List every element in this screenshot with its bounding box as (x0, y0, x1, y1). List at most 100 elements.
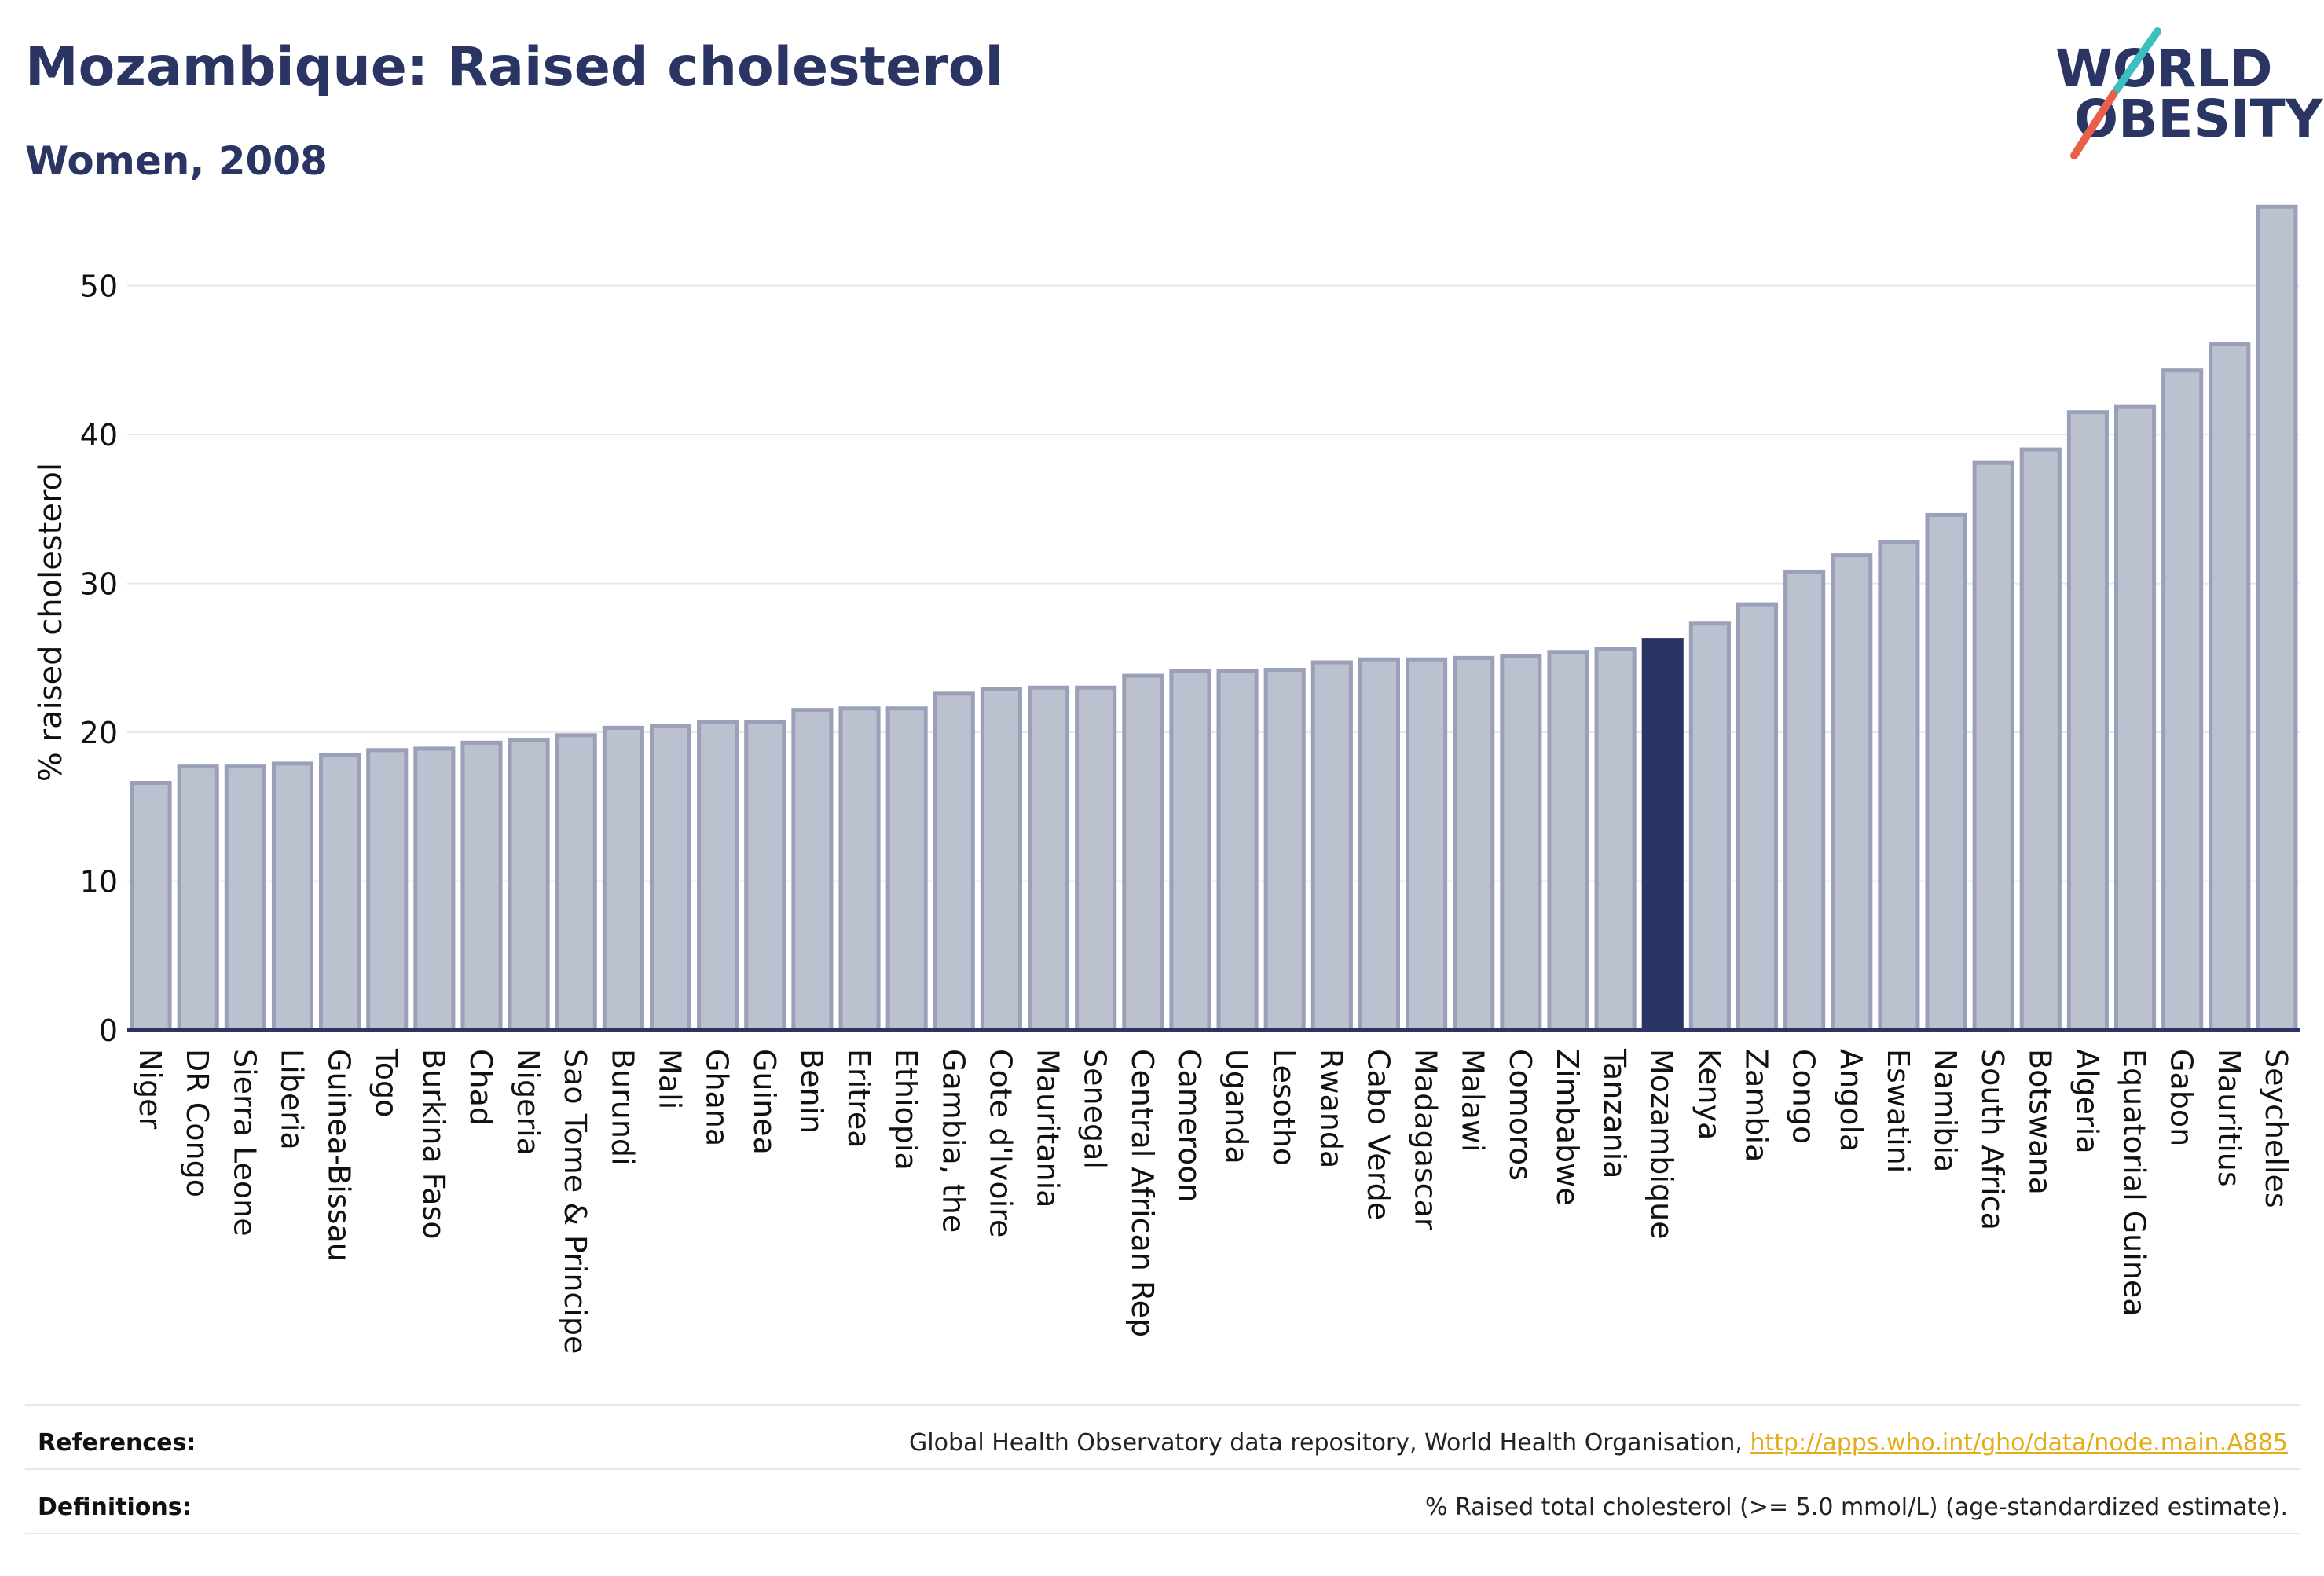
x-tick-label: Seychelles (2259, 1049, 2293, 1208)
x-tick-label: Comoros (1503, 1049, 1538, 1181)
logo-line-2: OBESITY (2074, 89, 2324, 149)
x-tick-label: Burkina Faso (416, 1049, 451, 1240)
logo-slash-bottom (2070, 90, 2117, 159)
x-tick-label: Malawi (1456, 1049, 1490, 1153)
bar (1736, 602, 1779, 1032)
bar (1878, 540, 1920, 1032)
bar (744, 720, 786, 1032)
references-link[interactable]: http://apps.who.int/gho/data/node.main.A… (1750, 1429, 2288, 1457)
x-tick-label: Mauritania (1031, 1049, 1065, 1208)
bar (177, 764, 219, 1032)
y-axis-ticks: 0 10 20 30 40 50 (80, 269, 118, 1048)
bar (2019, 447, 2062, 1032)
x-tick-label: Rwanda (1314, 1049, 1348, 1168)
y-tick-label: 20 (80, 716, 118, 750)
x-tick-label: Zambia (1739, 1049, 1774, 1162)
bar (602, 725, 644, 1032)
x-tick-label: Eritrea (841, 1049, 876, 1149)
bar (366, 748, 409, 1032)
bar (649, 724, 692, 1032)
x-axis-labels: Niger DR Congo Sierra Leone Liberia Guinea-B… (133, 1048, 2293, 1354)
x-tick-label: Kenya (1692, 1049, 1726, 1140)
bar (1783, 569, 1826, 1032)
bar (1358, 657, 1401, 1032)
x-tick-label: Cote d'Ivoire (983, 1049, 1017, 1237)
logo-slash-top (2110, 27, 2161, 98)
y-tick-label: 30 (80, 567, 118, 602)
bar (2066, 410, 2109, 1032)
x-tick-label: Chad (464, 1049, 498, 1126)
x-tick-label: Guinea-Bissau (322, 1049, 357, 1262)
x-tick-label: Cameroon (1172, 1049, 1207, 1203)
x-tick-label: Togo (369, 1048, 404, 1117)
x-tick-label: Sierra Leone (227, 1049, 262, 1237)
x-tick-label: Congo (1787, 1049, 1821, 1144)
bar (838, 706, 881, 1032)
bar (885, 706, 928, 1032)
x-tick-label: Eswatini (1881, 1049, 1915, 1173)
x-tick-label: Niger (133, 1049, 167, 1129)
bar (271, 761, 314, 1032)
bar (1547, 650, 1589, 1032)
x-tick-label: Botswana (2022, 1049, 2057, 1195)
bar (224, 764, 266, 1032)
bar (1453, 655, 1495, 1032)
x-tick-label: Nigeria (511, 1049, 545, 1156)
bar (2209, 342, 2251, 1032)
bar (1500, 654, 1542, 1032)
references-text: Global Health Observatory data repositor… (909, 1429, 2288, 1457)
bar (413, 746, 456, 1032)
x-tick-label: Sao Tome & Principe (558, 1049, 592, 1354)
y-tick-label: 0 (99, 1013, 118, 1048)
bar (1263, 667, 1306, 1032)
bar (980, 687, 1022, 1032)
x-tick-label: Madagascar (1409, 1049, 1443, 1230)
y-tick-label: 10 (80, 865, 118, 900)
x-tick-label: Gambia, the (936, 1049, 970, 1233)
x-tick-label: Cabo Verde (1361, 1049, 1395, 1220)
bars (130, 204, 2298, 1032)
chart-title: Mozambique: Raised cholesterol (25, 36, 1003, 98)
bar (1216, 669, 1259, 1032)
bar (1406, 657, 1448, 1032)
x-tick-label: Mozambique (1644, 1049, 1679, 1240)
definitions-text: % Raised total cholesterol (>= 5.0 mmol/… (1425, 1494, 2288, 1521)
definitions-label: Definitions: (38, 1494, 192, 1521)
bar (508, 738, 550, 1032)
bar (1169, 669, 1211, 1032)
x-tick-label: DR Congo (180, 1049, 214, 1197)
bar (1925, 512, 1967, 1032)
x-tick-label: Namibia (1928, 1049, 1963, 1172)
bar (319, 752, 361, 1032)
bar (1594, 647, 1637, 1032)
world-obesity-logo: WORLD OBESITY (2055, 27, 2324, 159)
bar (2161, 368, 2204, 1032)
bar (1831, 553, 1873, 1032)
x-tick-label: Liberia (274, 1049, 309, 1150)
bar (1027, 685, 1070, 1032)
bar (791, 708, 834, 1032)
x-tick-label: Algeria (2069, 1049, 2104, 1154)
x-tick-label: Senegal (1078, 1049, 1113, 1169)
x-tick-label: Mali (653, 1049, 687, 1109)
x-tick-label: Mauritius (2212, 1049, 2246, 1187)
x-tick-label: South Africa (1975, 1049, 2010, 1230)
bar (1122, 673, 1164, 1032)
y-axis-label: % raised cholesterol (33, 463, 69, 782)
x-tick-label: Equatorial Guinea (2117, 1049, 2152, 1317)
bar (1688, 621, 1731, 1032)
bar (2113, 404, 2157, 1032)
x-tick-label: Gabon (2165, 1049, 2199, 1146)
x-tick-label: Angola (1834, 1049, 1868, 1152)
bar (697, 720, 739, 1032)
x-tick-label: Uganda (1219, 1049, 1254, 1164)
bar (555, 733, 597, 1032)
bar (1075, 685, 1117, 1032)
x-tick-label: Guinea (747, 1049, 782, 1155)
y-tick-label: 40 (80, 418, 118, 453)
x-tick-label: Benin (794, 1049, 829, 1134)
x-tick-label: Ghana (700, 1049, 735, 1146)
x-tick-label: Central African Rep (1125, 1049, 1160, 1337)
y-tick-label: 50 (80, 269, 118, 304)
x-tick-label: Lesotho (1266, 1049, 1301, 1166)
